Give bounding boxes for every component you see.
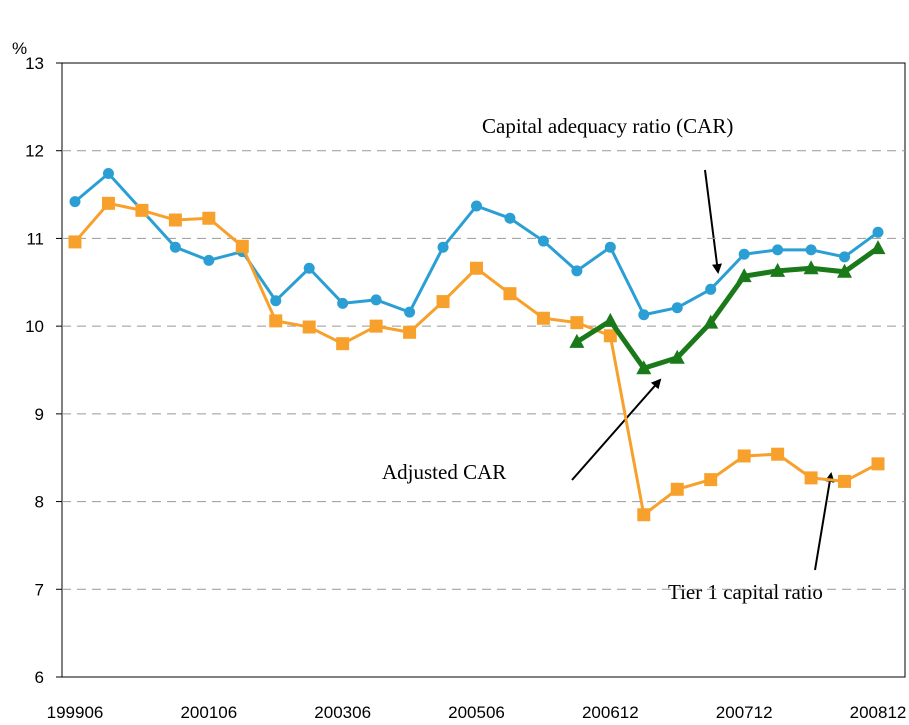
- marker: [871, 457, 885, 471]
- y-tick-label: 9: [35, 405, 44, 424]
- marker: [135, 203, 149, 217]
- marker: [503, 287, 517, 301]
- y-tick-label: 13: [25, 54, 44, 73]
- marker: [670, 482, 684, 496]
- annotation: Capital adequacy ratio (CAR): [482, 114, 733, 138]
- x-tick-label: 199906: [47, 703, 104, 722]
- marker: [571, 265, 583, 277]
- marker: [504, 212, 516, 224]
- marker: [570, 316, 584, 330]
- marker: [737, 449, 751, 463]
- y-tick-label: 11: [26, 229, 44, 248]
- y-tick-label: 7: [35, 580, 44, 599]
- marker: [336, 337, 350, 351]
- marker: [805, 244, 817, 256]
- series-line: [74, 171, 879, 317]
- plot-frame: [61, 62, 906, 678]
- x-tick-label: 200612: [582, 703, 639, 722]
- marker: [537, 235, 549, 247]
- marker: [637, 508, 651, 522]
- x-tick-label: 200306: [314, 703, 371, 722]
- marker: [102, 168, 114, 180]
- marker: [602, 312, 618, 327]
- marker: [771, 447, 785, 461]
- marker: [269, 314, 283, 328]
- marker: [671, 302, 683, 314]
- marker: [470, 261, 483, 275]
- marker: [870, 240, 886, 255]
- x-tick-label: 200812: [850, 703, 907, 722]
- x-tick-label: 200106: [180, 703, 237, 722]
- marker: [736, 268, 752, 283]
- marker: [669, 349, 685, 364]
- marker: [404, 306, 416, 318]
- x-tick-label: 200712: [716, 703, 773, 722]
- marker: [638, 309, 650, 321]
- marker: [770, 262, 786, 277]
- marker: [804, 471, 818, 485]
- marker: [302, 320, 316, 334]
- marker: [436, 295, 450, 309]
- marker: [837, 263, 853, 278]
- marker: [337, 297, 349, 309]
- marker: [203, 254, 215, 266]
- marker: [202, 211, 216, 225]
- marker: [369, 319, 383, 333]
- marker: [168, 213, 182, 227]
- marker: [839, 251, 851, 263]
- marker: [569, 333, 585, 348]
- arrow: [571, 378, 662, 481]
- x-tick-label: 200506: [448, 703, 505, 722]
- marker: [270, 295, 282, 307]
- marker: [536, 311, 550, 325]
- marker: [738, 248, 750, 260]
- arrow: [814, 472, 835, 571]
- marker: [838, 474, 852, 488]
- annotation: Tier 1 capital ratio: [668, 580, 823, 604]
- marker: [604, 241, 616, 253]
- marker: [803, 260, 819, 275]
- marker: [704, 473, 718, 487]
- arrow: [704, 169, 722, 274]
- y-tick-label: 10: [25, 317, 44, 336]
- marker: [872, 226, 884, 238]
- y-tick-label: 8: [35, 493, 44, 512]
- y-tick-label: 6: [35, 668, 44, 687]
- marker: [471, 200, 482, 212]
- marker: [235, 239, 249, 253]
- marker: [705, 283, 717, 295]
- marker: [772, 244, 784, 256]
- marker: [68, 235, 82, 249]
- marker: [69, 196, 81, 208]
- marker: [169, 241, 181, 253]
- y-tick-label: 12: [25, 142, 44, 161]
- marker: [370, 294, 382, 306]
- marker: [636, 360, 652, 375]
- series-line: [575, 246, 880, 372]
- marker: [703, 314, 719, 329]
- y-unit: %: [12, 39, 27, 58]
- marker: [403, 325, 417, 339]
- marker: [101, 196, 115, 210]
- marker: [303, 262, 315, 274]
- marker: [603, 329, 617, 343]
- annotation: Adjusted CAR: [382, 460, 506, 484]
- marker: [437, 241, 449, 253]
